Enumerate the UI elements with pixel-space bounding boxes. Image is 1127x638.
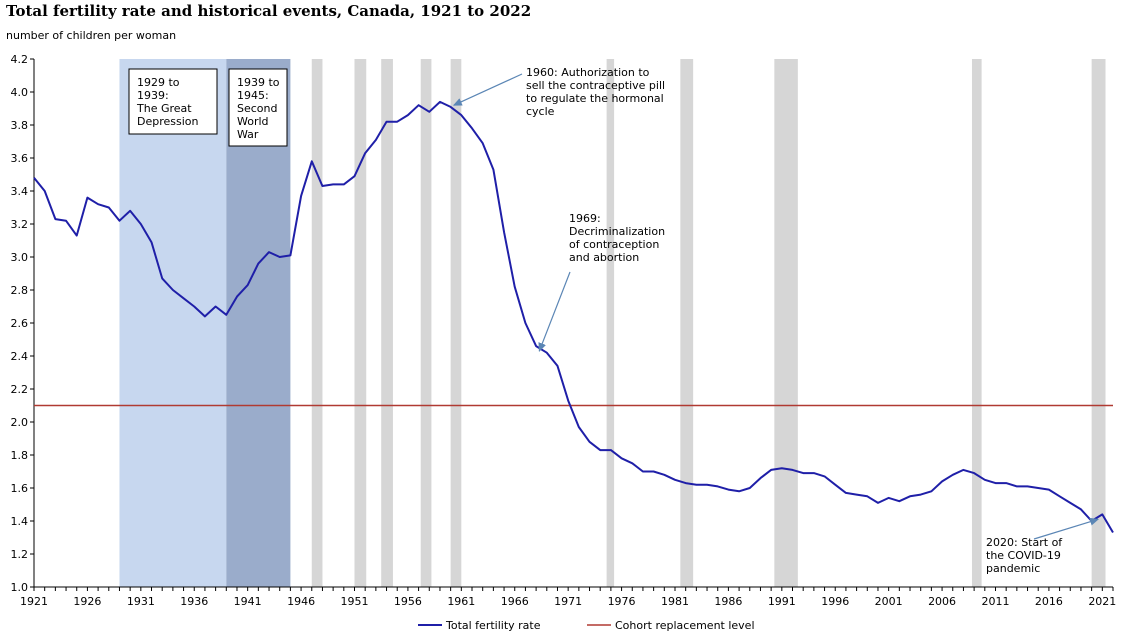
x-tick-label: 1971 <box>554 595 582 608</box>
y-tick-label: 1.6 <box>11 482 29 495</box>
y-tick-label: 1.8 <box>11 449 29 462</box>
y-tick-label: 1.0 <box>11 581 29 594</box>
x-tick-label: 1921 <box>20 595 48 608</box>
recession-bar <box>450 59 462 587</box>
recession-bar <box>354 59 367 587</box>
y-tick-label: 2.2 <box>11 383 29 396</box>
y-tick-label: 2.0 <box>11 416 29 429</box>
recession-bar <box>311 59 323 587</box>
war-band <box>226 59 291 587</box>
annotation-text: the COVID-19 <box>986 549 1061 562</box>
chart-title: Total fertility rate and historical even… <box>6 2 532 20</box>
x-tick-label: 2016 <box>1035 595 1063 608</box>
x-tick-label: 1926 <box>73 595 101 608</box>
x-tick-label: 1931 <box>127 595 155 608</box>
annotation-text: cycle <box>526 105 555 118</box>
x-tick-label: 1986 <box>714 595 742 608</box>
recession-bar <box>606 59 615 587</box>
y-tick-label: 2.4 <box>11 350 29 363</box>
annotation-arrow <box>1033 517 1099 540</box>
x-tick-label: 1936 <box>180 595 208 608</box>
annotation-text: to regulate the hormonal <box>526 92 664 105</box>
war-label-text: Second <box>237 102 277 115</box>
war-label-text: World <box>237 115 269 128</box>
legend-label-replacement: Cohort replacement level <box>615 619 755 632</box>
annotation-text: sell the contraceptive pill <box>526 79 665 92</box>
depression-label-box <box>128 68 218 135</box>
y-tick-label: 3.8 <box>11 119 29 132</box>
y-tick-label: 3.0 <box>11 251 29 264</box>
recession-bar <box>971 59 982 587</box>
recession-bar <box>680 59 694 587</box>
war-label-text: War <box>237 128 259 141</box>
y-tick-label: 3.6 <box>11 152 29 165</box>
annotation-arrow <box>452 73 523 106</box>
annotation-text: Decriminalization <box>569 225 665 238</box>
x-tick-label: 1966 <box>501 595 529 608</box>
x-tick-label: 1981 <box>661 595 689 608</box>
x-tick-label: 1996 <box>821 595 849 608</box>
depression-label-text: 1929 to <box>137 76 180 89</box>
x-tick-label: 2011 <box>981 595 1009 608</box>
annotation-text: pandemic <box>986 562 1040 575</box>
y-tick-label: 2.8 <box>11 284 29 297</box>
legend-label-fertility: Total fertility rate <box>445 619 541 632</box>
war-label-box <box>228 68 288 147</box>
x-tick-label: 1951 <box>340 595 368 608</box>
recession-bar <box>774 59 798 587</box>
y-tick-label: 1.4 <box>11 515 29 528</box>
recession-bar <box>381 59 393 587</box>
annotation-text: 2020: Start of <box>986 536 1063 549</box>
y-tick-label: 4.0 <box>11 86 29 99</box>
x-tick-label: 1956 <box>394 595 422 608</box>
x-tick-label: 2021 <box>1088 595 1116 608</box>
fertility-rate-line <box>33 100 1114 534</box>
y-tick-label: 2.6 <box>11 317 29 330</box>
x-tick-label: 1941 <box>234 595 262 608</box>
depression-label-text: The Great <box>136 102 192 115</box>
y-tick-label: 3.4 <box>11 185 29 198</box>
y-axis-label: number of children per woman <box>6 29 177 42</box>
x-tick-label: 2006 <box>928 595 956 608</box>
annotation-text: 1969: <box>569 212 601 225</box>
y-tick-label: 4.2 <box>11 53 29 66</box>
depression-band <box>119 59 227 587</box>
annotation-text: of contraception <box>569 238 659 251</box>
depression-label-text: 1939: <box>137 89 169 102</box>
x-tick-label: 2001 <box>875 595 903 608</box>
x-tick-label: 1946 <box>287 595 315 608</box>
recession-bar <box>1091 59 1106 587</box>
depression-label-text: Depression <box>137 115 199 128</box>
y-tick-label: 1.2 <box>11 548 29 561</box>
recession-bar <box>420 59 432 587</box>
y-tick-label: 3.2 <box>11 218 29 231</box>
war-label-text: 1945: <box>237 89 269 102</box>
annotation-text: 1960: Authorization to <box>526 66 650 79</box>
x-tick-label: 1976 <box>608 595 636 608</box>
x-tick-label: 1991 <box>768 595 796 608</box>
war-label-text: 1939 to <box>237 76 280 89</box>
annotation-arrow <box>538 271 571 352</box>
x-tick-label: 1961 <box>447 595 475 608</box>
annotation-text: and abortion <box>569 251 639 264</box>
